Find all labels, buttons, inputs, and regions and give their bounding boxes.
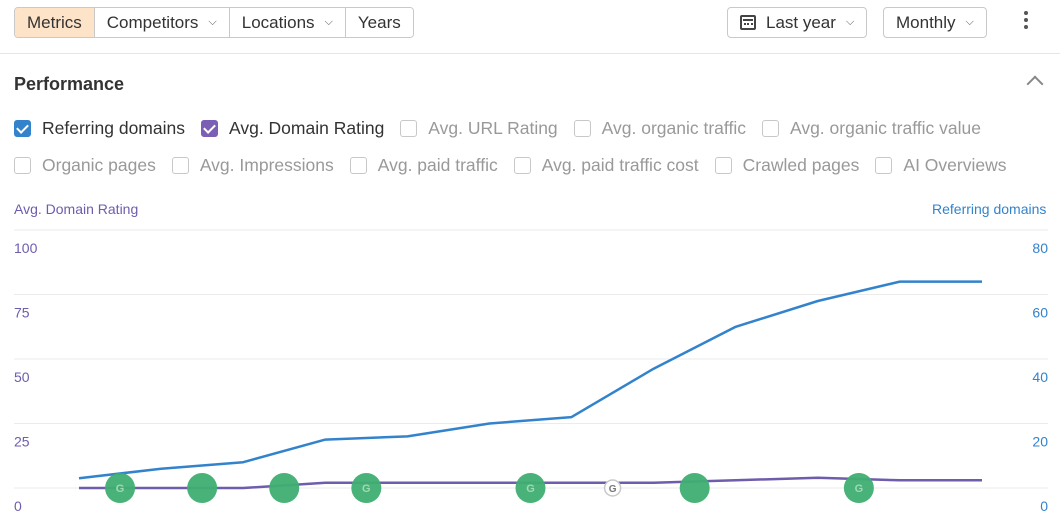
calendar-icon (740, 15, 756, 30)
metric-checkbox-referring-domains[interactable]: Referring domains (14, 118, 185, 139)
performance-chart: 0 25 50 75 100 0 20 40 60 80 G G G G G (14, 229, 1048, 514)
series-line-referring-domains (78, 280, 982, 480)
metric-checkbox-avg-paid-traffic[interactable]: Avg. paid traffic (349, 155, 498, 176)
google-update-marker (515, 473, 546, 503)
google-icon: G (116, 483, 125, 495)
interval-label: Monthly (896, 12, 956, 32)
google-icon: G (526, 483, 535, 495)
chevron-up-icon[interactable] (1026, 75, 1044, 93)
metric-label: Avg. Impressions (199, 155, 334, 175)
checkbox-unchecked-icon[interactable] (714, 157, 732, 174)
metric-checkbox-avg-domain-rating[interactable]: Avg. Domain Rating (200, 118, 385, 139)
tab-locations-label: Locations (241, 12, 315, 32)
google-icon: G (855, 483, 864, 495)
checkbox-unchecked-icon[interactable] (349, 157, 367, 174)
checkbox-unchecked-icon[interactable] (400, 120, 418, 137)
more-options-icon[interactable] (1021, 11, 1031, 33)
checkbox-unchecked-icon[interactable] (14, 157, 31, 174)
metric-checkbox-ai-overviews[interactable]: AI Overviews (875, 155, 1006, 176)
right-tick-label: 40 (1032, 369, 1048, 385)
metric-label: Avg. URL Rating (428, 118, 558, 138)
tab-metrics[interactable]: Metrics (15, 8, 95, 37)
google-update-marker (843, 473, 874, 503)
chevron-down-icon: ⌵ (324, 16, 333, 28)
interval-dropdown[interactable]: Monthly ⌵ (883, 7, 987, 38)
right-axis-title: Referring domains (932, 201, 1047, 217)
chevron-down-icon: ⌵ (845, 16, 855, 28)
metrics-row-2: Organic pages Avg. Impressions Avg. paid t… (14, 155, 1022, 176)
left-tick-label: 0 (14, 498, 22, 514)
right-tick-label: 60 (1032, 305, 1048, 321)
metrics-row-1: Referring domains Avg. Domain Rating Avg. … (14, 118, 997, 139)
google-update-marker (679, 473, 710, 503)
right-tick-label: 20 (1032, 434, 1048, 450)
metric-checkbox-avg-impressions[interactable]: Avg. Impressions (171, 155, 334, 176)
google-update-marker (105, 473, 136, 503)
tab-years[interactable]: Years (345, 8, 413, 37)
date-range-label: Last year (766, 12, 836, 32)
left-tick-label: 75 (14, 305, 30, 321)
metric-checkbox-avg-url-rating[interactable]: Avg. URL Rating (400, 118, 558, 139)
left-tick-label: 100 (14, 240, 38, 256)
metric-checkbox-avg-organic-traffic[interactable]: Avg. organic traffic (573, 118, 746, 139)
chevron-down-icon: ⌵ (208, 16, 217, 28)
google-icon: G (609, 484, 617, 495)
right-tick-label: 0 (1040, 498, 1048, 514)
left-tick-label: 25 (14, 434, 30, 450)
tab-metrics-label: Metrics (27, 12, 82, 32)
checkbox-unchecked-icon[interactable] (171, 157, 189, 174)
checkbox-unchecked-icon[interactable] (573, 120, 591, 137)
tab-competitors[interactable]: Competitors ⌵ (94, 8, 230, 37)
metric-checkbox-organic-pages[interactable]: Organic pages (14, 155, 156, 176)
metric-label: Avg. organic traffic (601, 118, 746, 138)
metric-checkbox-avg-organic-traffic-value[interactable]: Avg. organic traffic value (761, 118, 981, 139)
metric-label: Avg. organic traffic value (789, 118, 981, 138)
section-title: Performance (14, 74, 125, 94)
google-update-marker (603, 479, 622, 497)
metric-label: Avg. paid traffic cost (541, 155, 699, 175)
google-update-marker (351, 473, 382, 503)
metric-label: Organic pages (42, 155, 156, 175)
view-segmented-control: Metrics Competitors ⌵ Locations ⌵ Years (14, 7, 414, 38)
right-tick-label: 80 (1032, 240, 1048, 256)
metric-label: Referring domains (42, 118, 185, 138)
checkbox-checked-icon[interactable] (200, 120, 218, 137)
google-icon: G (362, 483, 371, 495)
tab-competitors-label: Competitors (106, 12, 199, 32)
metric-checkbox-crawled-pages[interactable]: Crawled pages (714, 155, 860, 176)
left-tick-label: 50 (14, 369, 30, 385)
google-update-marker (269, 473, 300, 503)
toolbar: Metrics Competitors ⌵ Locations ⌵ Years La… (0, 0, 1060, 54)
checkbox-unchecked-icon[interactable] (875, 157, 893, 174)
checkbox-checked-icon[interactable] (14, 120, 31, 137)
metric-label: AI Overviews (903, 155, 1007, 175)
metric-label: Avg. Domain Rating (228, 118, 385, 138)
tab-locations[interactable]: Locations ⌵ (229, 8, 346, 37)
tab-years-label: Years (357, 12, 401, 32)
checkbox-unchecked-icon[interactable] (761, 120, 779, 137)
metric-label: Avg. paid traffic (377, 155, 498, 175)
date-range-dropdown[interactable]: Last year ⌵ (727, 7, 868, 38)
metric-checkbox-avg-paid-traffic-cost[interactable]: Avg. paid traffic cost (513, 155, 699, 176)
checkbox-unchecked-icon[interactable] (513, 157, 531, 174)
google-update-marker (187, 473, 218, 503)
left-axis-title: Avg. Domain Rating (14, 201, 139, 217)
chevron-down-icon: ⌵ (965, 16, 974, 28)
metric-label: Crawled pages (742, 155, 860, 175)
